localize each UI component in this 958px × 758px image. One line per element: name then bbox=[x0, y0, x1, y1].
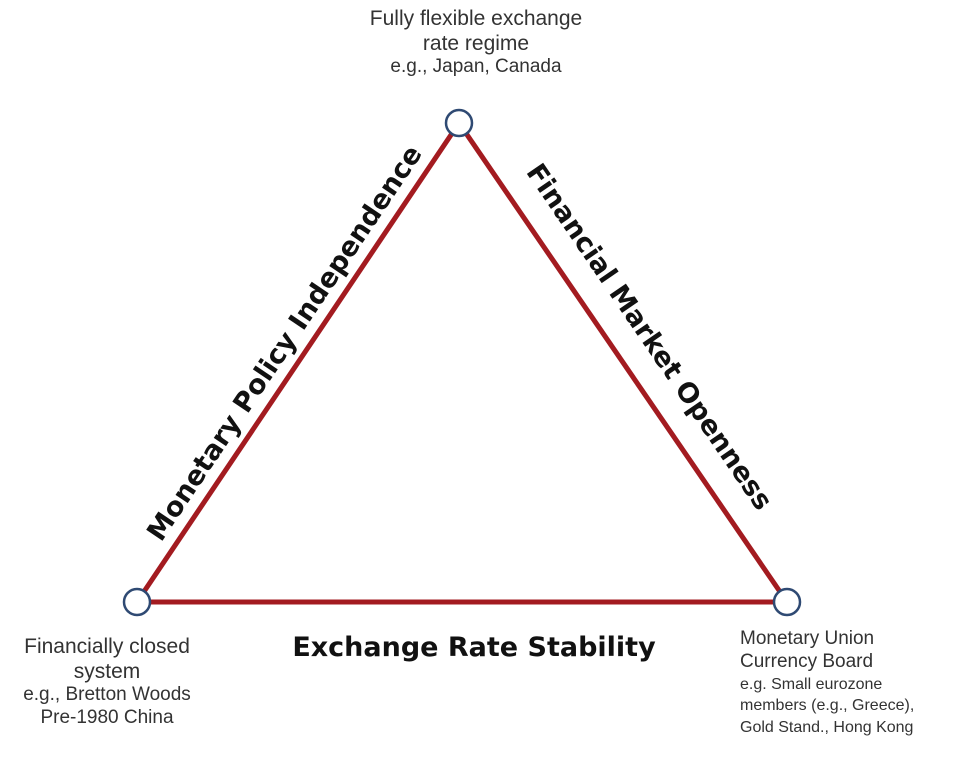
side-label-left: Monetary Policy Independence bbox=[141, 140, 428, 547]
vertex-top-line1: Fully flexible exchange bbox=[369, 7, 583, 30]
vertex-top-example: e.g., Japan, Canada bbox=[390, 56, 562, 78]
vertex-br-example1: e.g. Small eurozone bbox=[740, 675, 883, 693]
edge-right bbox=[456, 121, 790, 604]
vertex-top-line2: rate regime bbox=[422, 32, 530, 56]
side-label-bottom: Exchange Rate Stability bbox=[292, 632, 656, 663]
edge-left bbox=[134, 121, 462, 604]
vertex-bl-line1: Financially closed bbox=[24, 635, 190, 658]
vertex-label-top: Fully flexible exchange rate regime e.g.… bbox=[276, 6, 676, 79]
node-top bbox=[444, 108, 474, 138]
node-bottom-left bbox=[122, 587, 152, 617]
vertex-label-bottom-right: Monetary Union Currency Board e.g. Small… bbox=[740, 628, 958, 738]
vertex-br-example3: Gold Stand., Hong Kong bbox=[740, 718, 914, 736]
vertex-label-bottom-left: Financially closed system e.g., Bretton … bbox=[2, 634, 212, 730]
node-bottom-right bbox=[772, 587, 802, 617]
vertex-br-example2: members (e.g., Greece), bbox=[740, 697, 915, 715]
vertex-bl-example1: e.g., Bretton Woods bbox=[23, 684, 191, 706]
vertex-bl-example2: Pre-1980 China bbox=[40, 707, 174, 729]
vertex-br-line1: Monetary Union bbox=[740, 628, 875, 649]
vertex-bl-line2: system bbox=[73, 660, 141, 684]
vertex-br-line2: Currency Board bbox=[740, 650, 874, 672]
side-label-right: Financial Market Openness bbox=[520, 158, 778, 516]
